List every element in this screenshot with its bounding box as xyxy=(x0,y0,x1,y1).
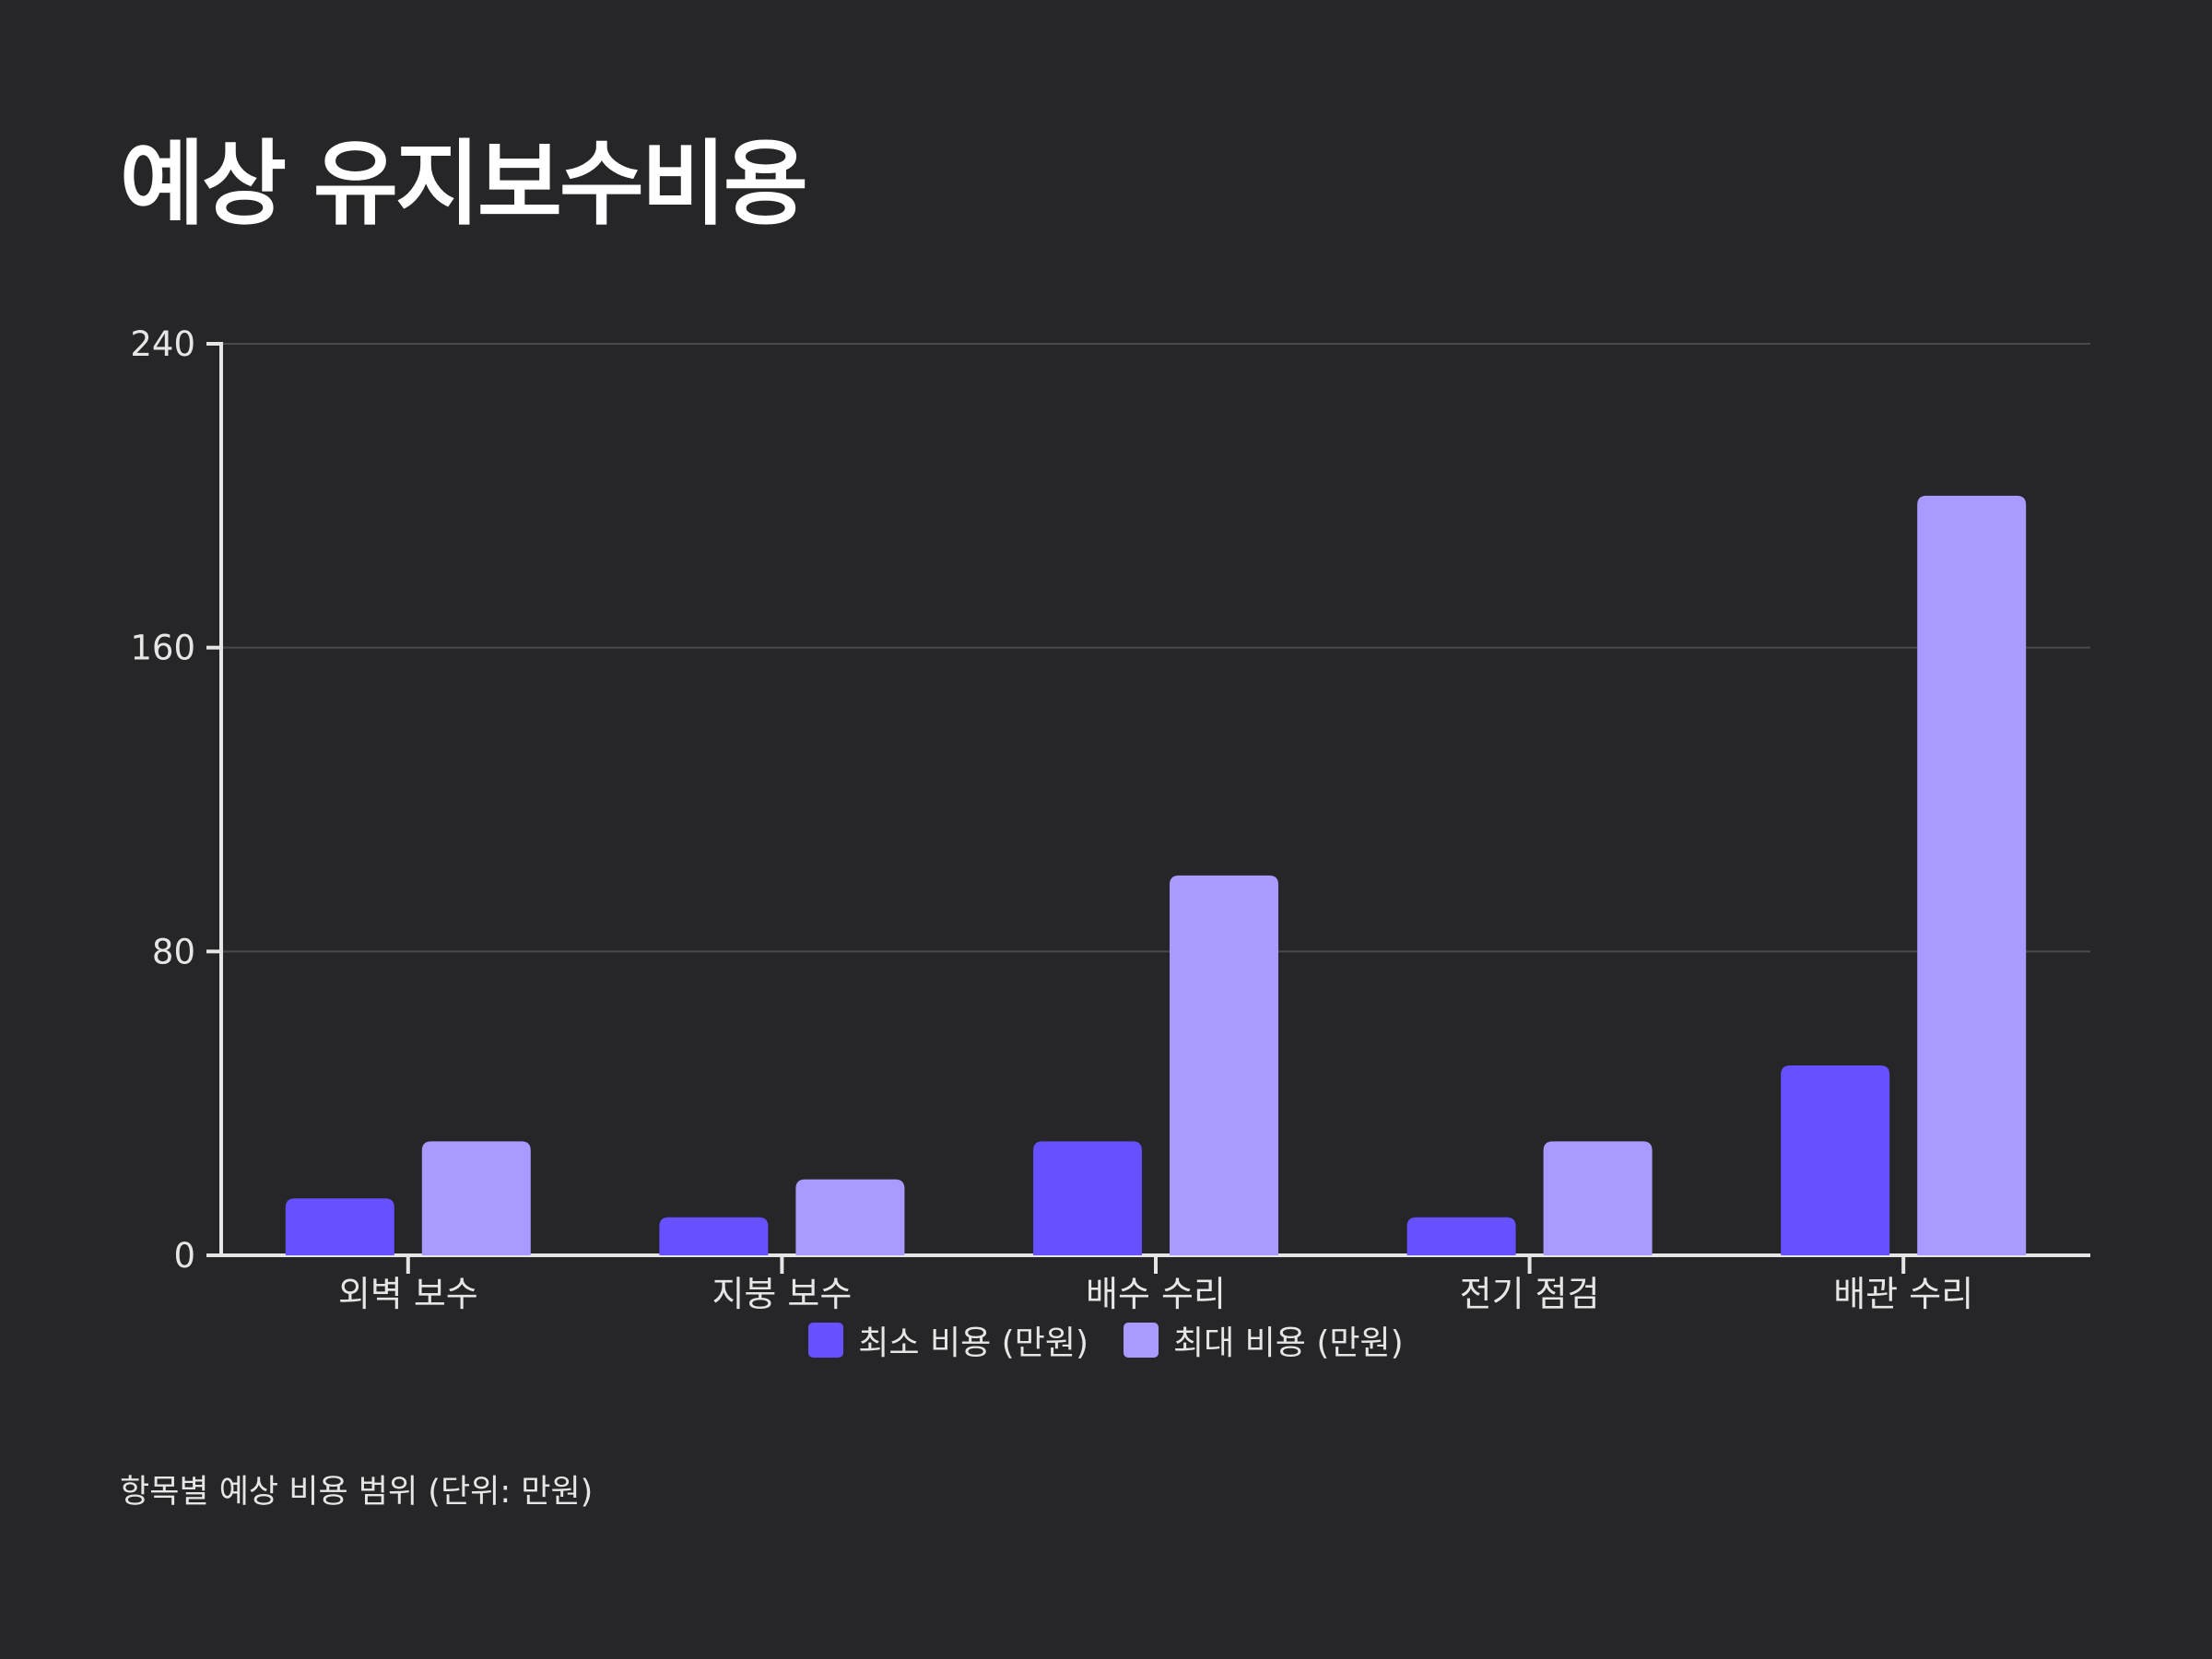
bar-max xyxy=(1917,495,2027,1255)
y-tick-label: 80 xyxy=(152,932,195,971)
bar-min xyxy=(659,1217,769,1255)
legend-swatch-max xyxy=(1124,1323,1159,1358)
bar-max xyxy=(1543,1141,1653,1255)
chart-caption: 항목별 예상 비용 범위 (단위: 만원) xyxy=(120,1474,594,1511)
bar-min xyxy=(1033,1141,1142,1255)
y-tick-label: 240 xyxy=(130,324,195,364)
chart-legend: 최소 비용 (만원) 최대 비용 (만원) xyxy=(0,1316,2212,1364)
bar-max xyxy=(1170,875,1278,1255)
y-tick-label: 160 xyxy=(130,629,195,668)
x-tick-label: 배관 수리 xyxy=(1833,1274,1973,1314)
y-tick-label: 0 xyxy=(173,1236,195,1276)
bar-min xyxy=(1406,1217,1516,1255)
legend-swatch-min xyxy=(808,1323,844,1358)
legend-item-min[interactable]: 최소 비용 (만원) xyxy=(808,1316,1088,1364)
x-tick-label: 지붕 보수 xyxy=(712,1274,852,1314)
chart-title: 예상 유지보수비용 xyxy=(120,130,808,238)
legend-label-min: 최소 비용 (만원) xyxy=(858,1324,1088,1362)
x-tick-label: 배수 수리 xyxy=(1086,1274,1226,1314)
bar-min xyxy=(285,1198,394,1255)
bar-max xyxy=(421,1141,531,1255)
legend-item-max[interactable]: 최대 비용 (만원) xyxy=(1124,1316,1404,1364)
legend-label-max: 최대 비용 (만원) xyxy=(1173,1324,1404,1362)
x-tick-label: 외벽 보수 xyxy=(338,1274,478,1314)
x-tick-label: 전기 점검 xyxy=(1460,1274,1600,1314)
bar-min xyxy=(1781,1065,1890,1255)
bar-max xyxy=(795,1179,905,1255)
